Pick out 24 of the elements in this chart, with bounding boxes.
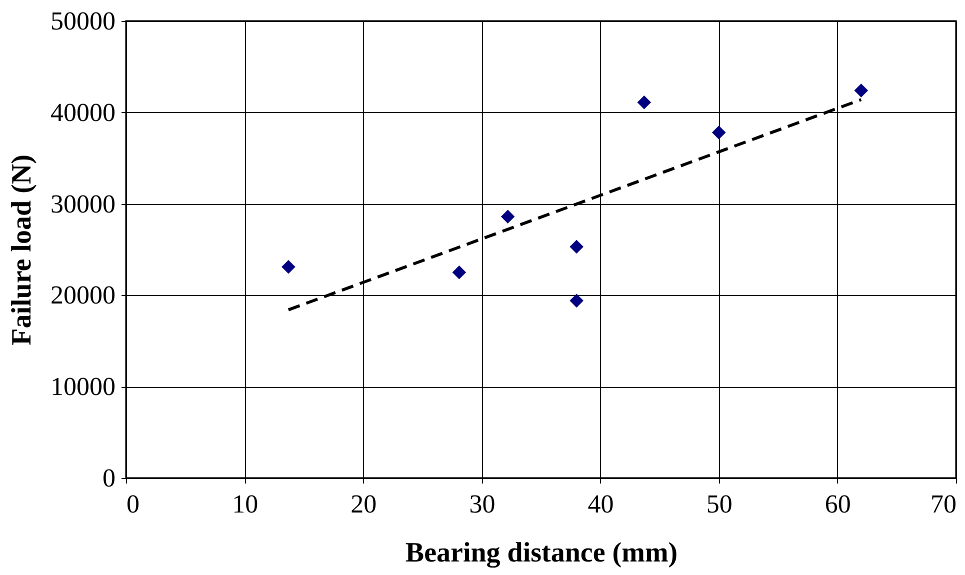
point: [712, 126, 726, 140]
point: [570, 294, 584, 308]
x-axis-title: Bearing distance (mm): [405, 538, 678, 568]
y-tick-label: 0: [102, 464, 116, 492]
point: [500, 210, 515, 224]
x-tick-label: 20: [350, 490, 377, 518]
x-tick-label: 70: [930, 490, 956, 518]
x-tick-label: 50: [706, 490, 732, 518]
x-tick-label: 10: [232, 490, 258, 518]
y-tick-label: 40000: [50, 98, 116, 127]
y-tick-label: 10000: [50, 372, 116, 402]
point: [452, 265, 466, 280]
x-tick-label: 0: [126, 490, 140, 518]
point: [854, 84, 868, 98]
x-tick-label: 40: [588, 490, 614, 518]
x-tick-label: 60: [824, 490, 851, 518]
point: [637, 95, 652, 110]
point: [570, 240, 584, 254]
y-tick-label: 20000: [50, 280, 116, 310]
y-tick-label: 50000: [50, 6, 116, 36]
y-axis-title: Failure load (N): [6, 154, 38, 346]
point: [282, 260, 296, 274]
y-tick-label: 30000: [50, 189, 116, 218]
x-tick-label: 30: [469, 490, 496, 518]
